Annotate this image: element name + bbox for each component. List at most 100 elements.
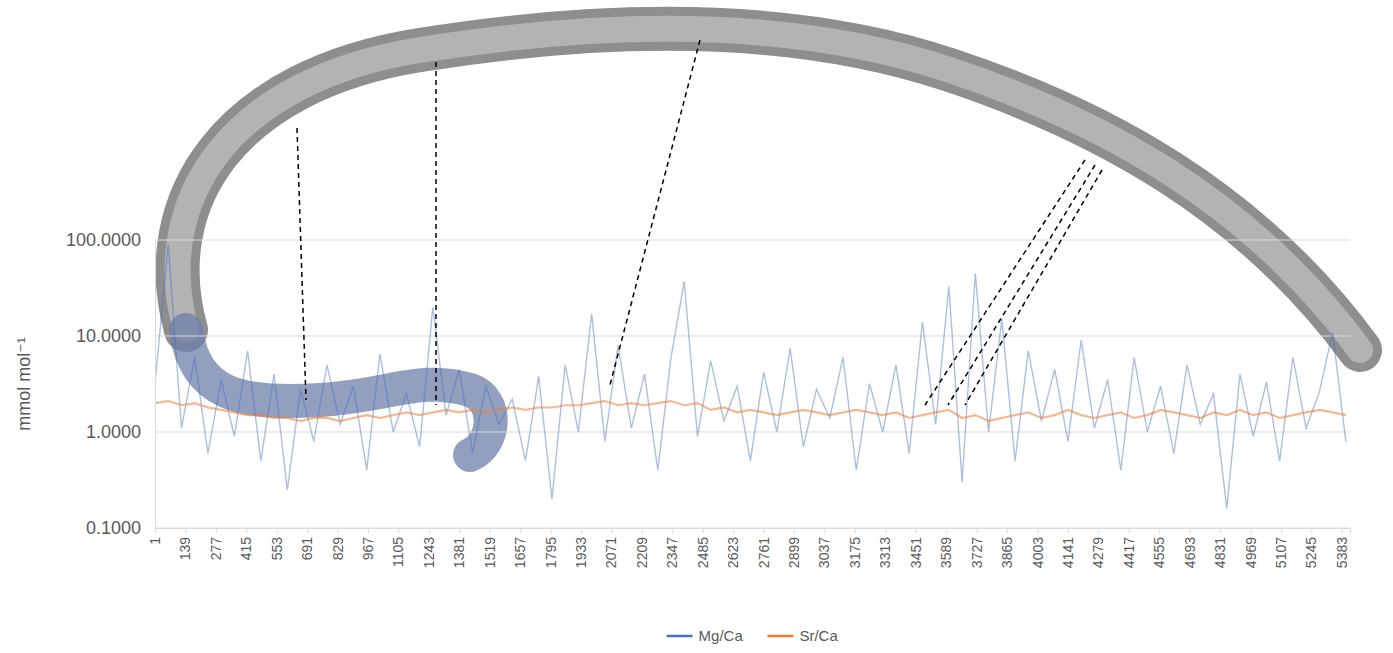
x-tick: 967 [360,528,376,560]
x-tick-mark [1190,528,1191,533]
x-tick-mark [611,528,612,533]
x-tick-label: 2071 [603,537,619,568]
x-tick: 139 [177,528,193,560]
x-tick-label: 4969 [1243,537,1259,568]
x-tick-mark [885,528,886,533]
connector [435,62,437,405]
x-tick-mark [520,528,521,533]
x-tick-label: 1657 [512,537,528,568]
y-tick: 0.1000 [86,518,155,538]
x-axis: 1 139 277 415 553 691 829 967 1105 1243 1381 1519 16… [147,528,1351,568]
x-tick-label: 5383 [1334,537,1350,568]
x-tick-label: 1381 [451,537,467,568]
shell-highlight [178,29,1360,350]
x-tick-label: 3313 [877,537,893,568]
connector [965,170,1102,405]
x-tick-mark [642,528,643,533]
x-tick-mark [946,528,947,533]
x-tick: 2071 [603,528,619,568]
x-tick-mark [1220,528,1221,533]
legend-label: Sr/Ca [799,627,838,644]
x-tick-mark [155,528,156,533]
y-tick-label: 100.0000 [66,230,141,250]
x-tick: 4693 [1182,528,1198,568]
x-tick-mark [429,528,430,533]
x-tick-label: 4555 [1151,537,1167,568]
x-tick: 3589 [938,528,954,568]
x-tick: 4279 [1090,528,1106,568]
x-tick: 4003 [1030,528,1046,568]
x-tick-mark [916,528,917,533]
y-tick: 10.0000 [76,326,155,346]
x-tick-mark [490,528,491,533]
y-axis-line [155,241,156,529]
x-tick: 1 [147,528,163,545]
x-tick-mark [1159,528,1160,533]
x-tick: 1795 [543,528,559,568]
x-tick: 3037 [816,528,832,568]
x-tick-mark [368,528,369,533]
x-tick-mark [703,528,704,533]
x-tick-label: 1519 [482,537,498,568]
x-tick: 4141 [1060,528,1076,568]
x-tick: 1519 [482,528,498,568]
legend-label: Mg/Ca [699,627,744,644]
x-tick-label: 2899 [786,537,802,568]
series-line [155,244,1346,508]
y-axis: 0.1000 1.0000 10.0000 100.0000 [66,230,156,538]
x-tick: 691 [299,528,315,560]
x-tick-mark [1129,528,1130,533]
y-tick-label: 0.1000 [86,518,141,538]
x-tick: 1243 [421,528,437,568]
x-tick: 3865 [999,528,1015,568]
x-tick-label: 691 [299,537,315,561]
x-tick-label: 4693 [1182,537,1198,568]
y-tick: 1.0000 [86,422,155,442]
x-tick-label: 553 [269,537,285,561]
x-tick-mark [338,528,339,533]
x-tick: 3313 [877,528,893,568]
grid-line [155,432,1350,433]
x-tick-mark [794,528,795,533]
x-tick-label: 4417 [1121,537,1137,568]
x-tick-mark [1281,528,1282,533]
x-tick-label: 4831 [1212,537,1228,568]
x-tick-label: 415 [238,537,254,561]
grid [155,240,1350,528]
x-tick-mark [307,528,308,533]
x-tick-mark [733,528,734,533]
x-tick: 277 [208,528,224,560]
x-tick-label: 5107 [1273,537,1289,568]
x-tick: 4831 [1212,528,1228,568]
x-tick-mark [246,528,247,533]
connector [925,160,1085,405]
x-tick-mark [824,528,825,533]
x-tick: 3727 [969,528,985,568]
legend-item: Mg/Ca [667,627,744,644]
x-tick: 1657 [512,528,528,568]
x-tick: 2209 [634,528,650,568]
x-tick-label: 1243 [421,537,437,568]
x-tick: 1381 [451,528,467,568]
x-axis-line [156,529,1351,534]
legend: Mg/Ca Sr/Ca [667,627,839,644]
x-tick: 3451 [908,528,924,568]
x-tick-label: 3589 [938,537,954,568]
x-tick-label: 1933 [573,537,589,568]
y-tick: 100.0000 [66,230,155,250]
x-tick-label: 829 [330,537,346,561]
x-tick-label: 3451 [908,537,924,568]
legend-swatch [667,635,693,638]
y-axis-title: mmol mol⁻¹ [14,337,34,431]
x-tick: 1105 [390,528,406,567]
x-tick-label: 1105 [390,537,406,567]
x-tick: 2623 [725,528,741,568]
x-tick-label: 3175 [847,537,863,568]
x-tick: 2485 [695,528,711,568]
x-tick-mark [977,528,978,533]
legend-swatch [767,635,793,638]
x-tick-label: 2209 [634,537,650,568]
x-tick-label: 5245 [1303,537,1319,568]
x-tick-label: 277 [208,537,224,561]
x-tick: 5245 [1303,528,1319,568]
